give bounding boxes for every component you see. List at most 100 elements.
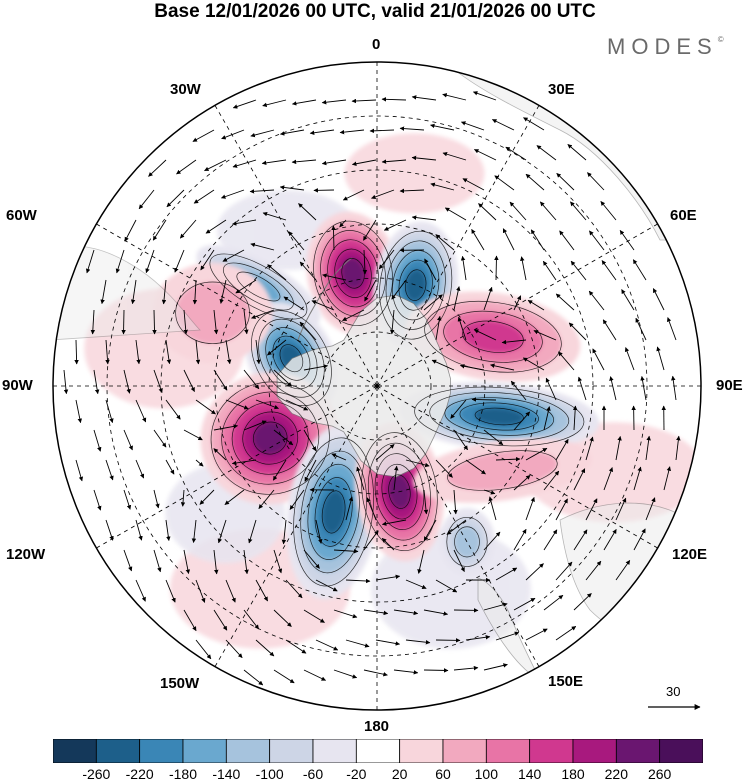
wind-vector-arrow bbox=[615, 560, 631, 581]
contour-line bbox=[424, 300, 562, 373]
anomaly-level bbox=[341, 258, 365, 289]
wind-vector-arrow bbox=[525, 563, 544, 581]
wind-vector-arrow bbox=[273, 669, 295, 684]
wind-vector-arrow bbox=[213, 549, 219, 575]
wind-vector-arrow bbox=[183, 429, 203, 441]
colorbar-swatch bbox=[442, 739, 487, 763]
lon-label-90e: 90E bbox=[716, 377, 743, 394]
wind-vector-arrow bbox=[75, 399, 83, 424]
wind-vector-arrow bbox=[342, 309, 365, 322]
contour-line bbox=[210, 381, 330, 495]
wind-vector-arrow bbox=[191, 519, 197, 543]
colorbar-tick-label: -20 bbox=[346, 766, 367, 782]
brand-logo: MODES© bbox=[607, 34, 724, 60]
wind-vector-arrow bbox=[220, 189, 245, 199]
wind-vector-arrow bbox=[431, 359, 455, 371]
pole-marker bbox=[372, 381, 382, 391]
wind-vector-arrow bbox=[577, 376, 587, 401]
wind-vector-arrow bbox=[369, 128, 395, 134]
meridian-line bbox=[376, 105, 540, 387]
contour-line bbox=[459, 402, 539, 431]
wind-vector-arrow bbox=[213, 609, 228, 631]
lon-label-150w: 150W bbox=[160, 675, 200, 692]
contour-line bbox=[293, 437, 375, 587]
wind-vector-arrow bbox=[589, 230, 605, 251]
colorbar-tick-label: -260 bbox=[82, 766, 111, 782]
wind-vector-arrow bbox=[363, 219, 377, 241]
wind-vector-arrow bbox=[483, 429, 504, 446]
wind-vector-arrow bbox=[243, 669, 264, 686]
contour-line bbox=[242, 411, 299, 465]
wind-vector-arrow bbox=[423, 609, 449, 616]
contour-lines bbox=[175, 220, 585, 587]
contour-line bbox=[447, 450, 558, 491]
wind-vector-arrow bbox=[513, 295, 522, 311]
wind-vector-arrow bbox=[204, 159, 227, 172]
wind-vector-arrow bbox=[663, 466, 672, 491]
wind-vector-arrow bbox=[93, 489, 102, 511]
wind-vector-arrow bbox=[453, 549, 465, 573]
anomaly-contours bbox=[424, 300, 562, 373]
wind-vector-arrow bbox=[331, 225, 336, 251]
wind-vector-arrow bbox=[75, 459, 84, 482]
wind-vector-arrow bbox=[411, 155, 437, 161]
colorbar-swatch bbox=[572, 739, 617, 763]
wind-vector-arrow bbox=[383, 219, 407, 231]
wind-vector-arrow bbox=[153, 369, 163, 394]
wind-vector-arrow bbox=[315, 519, 323, 544]
wind-vector-arrow bbox=[192, 279, 198, 305]
wind-vector-arrow bbox=[615, 435, 622, 461]
meridian-line bbox=[214, 385, 378, 667]
wind-vector-arrow bbox=[135, 339, 141, 365]
wind-vector-arrow bbox=[375, 444, 395, 461]
wind-vector-arrow bbox=[543, 470, 560, 491]
wind-vector-arrow bbox=[291, 99, 317, 106]
wind-vector-arrow bbox=[232, 159, 257, 168]
contour-line bbox=[272, 335, 311, 381]
anomaly-contours bbox=[251, 310, 332, 407]
wind-vector-arrow bbox=[656, 346, 665, 371]
wind-vector-arrow bbox=[267, 264, 287, 281]
wind-vector-arrow bbox=[423, 489, 429, 515]
wind-vector-arrow bbox=[444, 207, 467, 221]
wind-vector-arrow bbox=[495, 456, 521, 462]
wind-vector-arrow bbox=[640, 375, 647, 401]
colorbar-tick-label: -220 bbox=[125, 766, 154, 782]
wind-vector-arrow bbox=[255, 639, 275, 657]
wind-vector-arrow bbox=[523, 117, 545, 131]
wind-vector-arrow bbox=[671, 375, 677, 401]
colorbar-swatch bbox=[139, 739, 184, 763]
contour-line bbox=[379, 230, 453, 340]
wind-vector-arrow bbox=[345, 496, 354, 521]
contour-line bbox=[367, 442, 431, 541]
wind-vector-arrow bbox=[465, 635, 491, 641]
wind-vector-arrow bbox=[609, 376, 617, 401]
wind-vector-arrow bbox=[166, 189, 185, 208]
wind-vector-arrow bbox=[393, 609, 419, 616]
contour-line bbox=[374, 453, 425, 530]
wind-vector-arrow bbox=[378, 249, 395, 270]
colorbar-swatch bbox=[182, 739, 227, 763]
wind-vector-arrow bbox=[180, 489, 186, 507]
wind-vector-arrow bbox=[303, 549, 320, 569]
wind-vector-arrow bbox=[381, 159, 407, 164]
wind-vector-arrow bbox=[558, 351, 575, 371]
wind-vector-arrow bbox=[570, 201, 587, 221]
wind-vector-arrow bbox=[555, 293, 575, 311]
wind-vector-arrow bbox=[675, 435, 681, 461]
colorbar bbox=[53, 739, 703, 763]
wind-vector-arrow bbox=[513, 528, 527, 551]
wind-vector-arrow bbox=[405, 579, 427, 590]
wind-vector-arrow bbox=[248, 519, 257, 544]
colorbar-tick-label: -180 bbox=[168, 766, 198, 782]
wind-vector-arrow bbox=[483, 602, 508, 611]
wind-vector-arrow bbox=[309, 129, 335, 135]
wind-vector-arrow bbox=[525, 173, 545, 191]
wind-vector-arrow bbox=[192, 129, 215, 142]
wind-vector-arrow bbox=[592, 348, 605, 371]
wind-vector-arrow bbox=[621, 289, 635, 311]
wind-vector-arrow bbox=[273, 549, 283, 574]
wind-vector-arrow bbox=[123, 369, 131, 394]
wind-vector-arrow bbox=[375, 574, 401, 581]
contour-line bbox=[221, 391, 320, 485]
